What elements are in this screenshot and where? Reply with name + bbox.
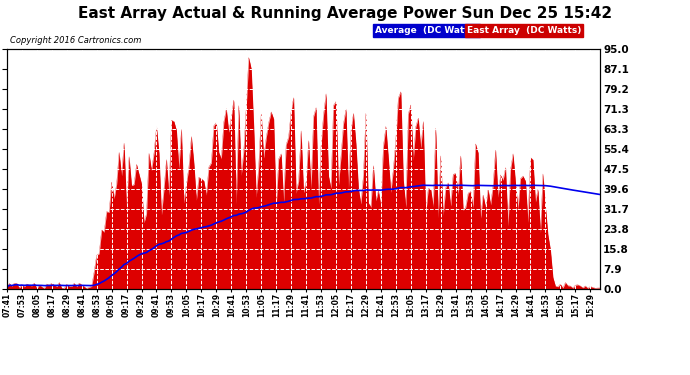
Text: East Array  (DC Watts): East Array (DC Watts) [466, 26, 581, 35]
Text: Average  (DC Watts): Average (DC Watts) [375, 26, 478, 35]
Text: East Array Actual & Running Average Power Sun Dec 25 15:42: East Array Actual & Running Average Powe… [78, 6, 612, 21]
Text: Copyright 2016 Cartronics.com: Copyright 2016 Cartronics.com [10, 36, 141, 45]
